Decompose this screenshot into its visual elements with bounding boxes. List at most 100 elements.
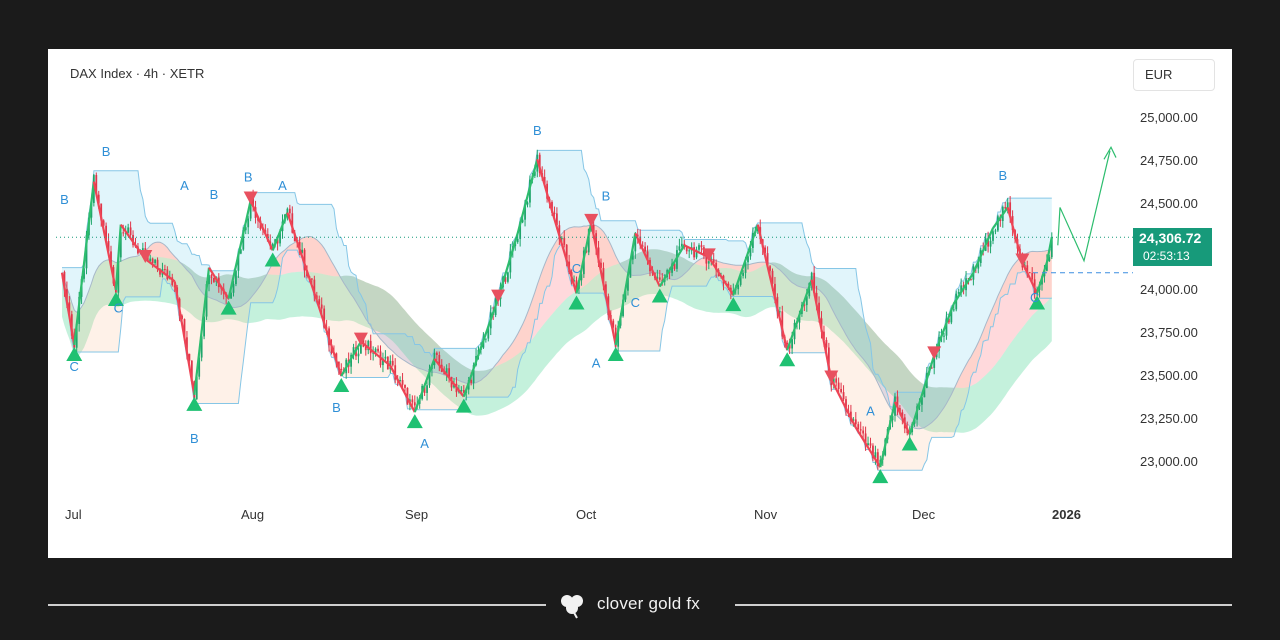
candle-body bbox=[977, 263, 980, 269]
candle-body bbox=[739, 275, 742, 285]
candle-body bbox=[989, 240, 992, 247]
candle-body bbox=[311, 278, 313, 280]
candle-body bbox=[612, 320, 615, 328]
candle-body bbox=[68, 302, 71, 315]
buy-signal-icon bbox=[725, 297, 742, 312]
sell-signal-icon bbox=[138, 250, 153, 264]
candle-body bbox=[533, 171, 536, 176]
wave-label: B bbox=[533, 123, 542, 138]
candle-body bbox=[930, 367, 933, 369]
swing-line bbox=[173, 281, 196, 396]
candle-body bbox=[810, 272, 813, 284]
candle-body bbox=[360, 338, 362, 354]
lower-band-line bbox=[61, 242, 1052, 471]
cloud-bull bbox=[62, 249, 1052, 433]
swing-line bbox=[830, 378, 857, 429]
candle-body bbox=[636, 234, 639, 237]
candle-body bbox=[97, 194, 100, 204]
candle-body bbox=[154, 259, 156, 264]
candle-body bbox=[320, 304, 323, 309]
price-tick: 23,000.00 bbox=[1140, 454, 1198, 469]
candle-body bbox=[952, 309, 955, 311]
candle-body bbox=[970, 278, 972, 280]
upper-band-line bbox=[62, 149, 1052, 409]
candle-body bbox=[680, 243, 683, 247]
buy-signal-icon bbox=[66, 347, 83, 362]
buy-signal-icon bbox=[406, 414, 423, 429]
candle-body bbox=[364, 346, 367, 351]
candle-body bbox=[166, 269, 169, 280]
time-tick: Jul bbox=[65, 507, 82, 522]
candle-body bbox=[352, 347, 355, 355]
candle-body bbox=[737, 284, 740, 290]
candle-body bbox=[634, 234, 637, 252]
buy-signal-icon bbox=[186, 396, 203, 411]
candle-body bbox=[563, 237, 566, 245]
candle-body bbox=[516, 238, 519, 243]
candle-body bbox=[943, 335, 945, 337]
candle-body bbox=[526, 202, 529, 205]
candle-body bbox=[504, 277, 507, 282]
candle-body bbox=[835, 378, 838, 383]
candle-body bbox=[303, 249, 306, 271]
candle-body bbox=[509, 251, 512, 273]
candle-body bbox=[200, 336, 203, 358]
wave-label: B bbox=[998, 168, 1007, 183]
candle-body bbox=[901, 412, 904, 418]
swing-line bbox=[92, 181, 117, 291]
buy-signal-icon bbox=[333, 378, 350, 392]
buy-signal-icon bbox=[1029, 295, 1046, 310]
swing-line bbox=[413, 358, 436, 413]
candle-body bbox=[203, 316, 205, 337]
candle-body bbox=[102, 220, 105, 226]
buy-signal-icon bbox=[901, 436, 918, 451]
wave-label: B bbox=[602, 189, 611, 204]
candle-body bbox=[448, 368, 450, 377]
swing-line bbox=[1045, 237, 1053, 263]
swing-line bbox=[810, 279, 833, 380]
last-price: 24,306.72 bbox=[1139, 230, 1202, 246]
sell-signal-icon bbox=[701, 248, 716, 262]
candle-body bbox=[631, 251, 634, 260]
currency-selector[interactable]: EUR bbox=[1133, 59, 1215, 91]
candle-body bbox=[950, 310, 953, 323]
candle-body bbox=[141, 248, 144, 251]
candle-body bbox=[992, 231, 994, 241]
candle-body bbox=[896, 396, 899, 408]
swing-line bbox=[227, 200, 252, 299]
swing-line bbox=[433, 358, 465, 398]
candle-body bbox=[805, 296, 808, 306]
swing-line bbox=[952, 272, 975, 305]
wave-label: B bbox=[102, 144, 111, 159]
swing-line bbox=[1021, 262, 1039, 294]
candle-body bbox=[183, 319, 186, 338]
candle-body bbox=[237, 253, 240, 271]
swing-line bbox=[972, 227, 995, 274]
buy-signal-icon bbox=[872, 469, 889, 484]
wave-label: C bbox=[572, 261, 581, 276]
swing-line bbox=[536, 158, 554, 212]
swing-line bbox=[634, 232, 661, 288]
candle-body bbox=[122, 232, 125, 234]
wave-label: A bbox=[592, 355, 601, 370]
time-tick: Sep bbox=[405, 507, 429, 522]
candle-body bbox=[852, 419, 855, 421]
candle-body bbox=[553, 212, 556, 214]
candle-body bbox=[698, 245, 700, 250]
upper-band-fill bbox=[62, 150, 1052, 429]
candle-body bbox=[693, 247, 695, 258]
sell-signal-icon bbox=[584, 213, 599, 227]
candle-body bbox=[470, 379, 473, 384]
candle-body bbox=[656, 277, 659, 279]
candle-body bbox=[323, 308, 326, 328]
wave-label: A bbox=[278, 178, 287, 193]
swing-line bbox=[208, 267, 230, 300]
footer: clover gold fx bbox=[0, 580, 1280, 630]
candle-body bbox=[171, 277, 174, 286]
swing-line bbox=[1036, 262, 1048, 294]
candle-body bbox=[208, 275, 210, 285]
projection-path bbox=[1057, 150, 1111, 263]
swing-line bbox=[590, 222, 617, 346]
candle-body bbox=[313, 279, 316, 296]
candle-body bbox=[859, 429, 862, 431]
